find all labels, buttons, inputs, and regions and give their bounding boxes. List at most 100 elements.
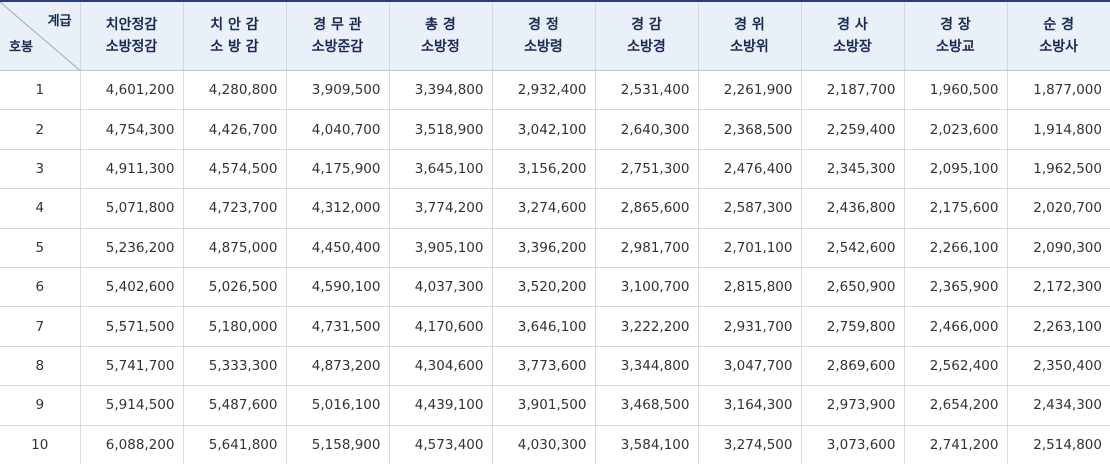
salary-cell: 5,487,600 <box>183 386 286 425</box>
salary-cell: 4,170,600 <box>389 307 492 346</box>
salary-cell: 5,180,000 <box>183 307 286 346</box>
salary-cell: 3,100,700 <box>595 267 698 306</box>
salary-cell: 3,645,100 <box>389 149 492 188</box>
salary-cell: 2,175,600 <box>904 189 1007 228</box>
salary-cell: 1,914,800 <box>1007 110 1110 149</box>
fire-rank-label: 소방장 <box>802 36 904 58</box>
step-cell: 3 <box>0 149 80 188</box>
salary-cell: 2,365,900 <box>904 267 1007 306</box>
salary-cell: 3,396,200 <box>492 228 595 267</box>
salary-cell: 2,020,700 <box>1007 189 1110 228</box>
salary-cell: 2,259,400 <box>801 110 904 149</box>
corner-step-label: 호봉 <box>9 37 33 59</box>
salary-cell: 2,187,700 <box>801 71 904 110</box>
step-cell: 9 <box>0 386 80 425</box>
salary-cell: 5,071,800 <box>80 189 183 228</box>
police-rank-label: 경 사 <box>802 14 904 36</box>
fire-rank-label: 소방령 <box>493 36 595 58</box>
salary-cell: 5,026,500 <box>183 267 286 306</box>
salary-cell: 2,587,300 <box>698 189 801 228</box>
salary-cell: 4,037,300 <box>389 267 492 306</box>
salary-cell: 2,865,600 <box>595 189 698 228</box>
salary-cell: 2,654,200 <box>904 386 1007 425</box>
salary-cell: 5,571,500 <box>80 307 183 346</box>
salary-cell: 3,344,800 <box>595 346 698 385</box>
salary-cell: 3,909,500 <box>286 71 389 110</box>
salary-cell: 2,466,000 <box>904 307 1007 346</box>
salary-cell: 2,368,500 <box>698 110 801 149</box>
salary-cell: 3,274,600 <box>492 189 595 228</box>
salary-cell: 2,759,800 <box>801 307 904 346</box>
salary-cell: 3,584,100 <box>595 425 698 464</box>
salary-cell: 2,261,900 <box>698 71 801 110</box>
salary-cell: 4,175,900 <box>286 149 389 188</box>
salary-cell: 1,962,500 <box>1007 149 1110 188</box>
salary-cell: 2,562,400 <box>904 346 1007 385</box>
salary-cell: 4,911,300 <box>80 149 183 188</box>
salary-cell: 2,514,800 <box>1007 425 1110 464</box>
salary-cell: 4,875,000 <box>183 228 286 267</box>
salary-cell: 2,345,300 <box>801 149 904 188</box>
salary-cell: 4,040,700 <box>286 110 389 149</box>
step-cell: 6 <box>0 267 80 306</box>
salary-cell: 2,095,100 <box>904 149 1007 188</box>
salary-cell: 2,932,400 <box>492 71 595 110</box>
salary-cell: 5,402,600 <box>80 267 183 306</box>
salary-cell: 4,030,300 <box>492 425 595 464</box>
salary-cell: 2,701,100 <box>698 228 801 267</box>
salary-cell: 5,641,800 <box>183 425 286 464</box>
salary-cell: 2,751,300 <box>595 149 698 188</box>
fire-rank-label: 소방준감 <box>287 36 389 58</box>
salary-cell: 2,172,300 <box>1007 267 1110 306</box>
salary-cell: 2,869,600 <box>801 346 904 385</box>
salary-cell: 3,073,600 <box>801 425 904 464</box>
salary-cell: 5,236,200 <box>80 228 183 267</box>
salary-cell: 3,518,900 <box>389 110 492 149</box>
step-cell: 8 <box>0 346 80 385</box>
salary-cell: 2,931,700 <box>698 307 801 346</box>
police-rank-label: 총 경 <box>390 14 492 36</box>
salary-cell: 4,450,400 <box>286 228 389 267</box>
police-rank-label: 경 위 <box>699 14 801 36</box>
salary-cell: 4,723,700 <box>183 189 286 228</box>
salary-cell: 2,266,100 <box>904 228 1007 267</box>
salary-cell: 4,280,800 <box>183 71 286 110</box>
police-rank-label: 경 감 <box>596 14 698 36</box>
step-cell: 5 <box>0 228 80 267</box>
corner-rank-label: 계급 <box>48 11 72 33</box>
fire-rank-label: 소 방 감 <box>184 36 286 58</box>
salary-cell: 1,877,000 <box>1007 71 1110 110</box>
salary-cell: 2,436,800 <box>801 189 904 228</box>
police-rank-label: 치 안 감 <box>184 14 286 36</box>
salary-cell: 3,047,700 <box>698 346 801 385</box>
salary-cell: 4,573,400 <box>389 425 492 464</box>
salary-cell: 5,333,300 <box>183 346 286 385</box>
salary-cell: 3,042,100 <box>492 110 595 149</box>
step-cell: 1 <box>0 71 80 110</box>
police-rank-label: 경 장 <box>905 14 1007 36</box>
step-cell: 4 <box>0 189 80 228</box>
salary-cell: 3,156,200 <box>492 149 595 188</box>
salary-cell: 2,090,300 <box>1007 228 1110 267</box>
step-cell: 2 <box>0 110 80 149</box>
fire-rank-label: 소방정감 <box>81 36 183 58</box>
salary-cell: 4,590,100 <box>286 267 389 306</box>
salary-cell: 4,601,200 <box>80 71 183 110</box>
salary-cell: 2,434,300 <box>1007 386 1110 425</box>
salary-cell: 4,426,700 <box>183 110 286 149</box>
salary-cell: 6,088,200 <box>80 425 183 464</box>
